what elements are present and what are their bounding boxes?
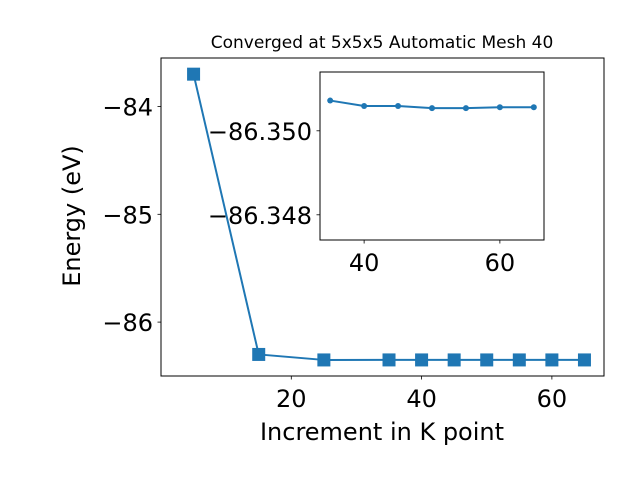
main-data-point	[577, 353, 591, 367]
inset-data-point	[395, 103, 402, 110]
inset-y-tick-label: −86.350	[208, 118, 312, 146]
main-series-line	[192, 73, 585, 361]
inset-data-point	[429, 105, 435, 112]
main-data-point	[447, 353, 461, 367]
main-data-point	[480, 353, 494, 367]
main-y-tick-label: −85	[102, 201, 153, 229]
inset-x-tick-label: 60	[485, 249, 516, 277]
y-axis-label: Energy (eV)	[58, 145, 86, 287]
main-data-point	[512, 353, 526, 367]
main-data-point	[382, 353, 396, 367]
main-x-tick-label: 60	[537, 385, 568, 413]
main-y-tick-label: −84	[102, 94, 153, 122]
main-x-tick-label: 40	[406, 385, 437, 413]
inset-data-point	[496, 104, 503, 111]
inset-y-tick-label: −86.348	[208, 202, 312, 230]
inset-data-point	[327, 97, 334, 104]
inset-data-point	[361, 103, 368, 110]
inset-plot: 40 60 −86.350 −86.348	[208, 71, 545, 277]
main-data-point	[317, 353, 331, 367]
inset-data-point	[530, 104, 537, 111]
main-data-point	[187, 67, 201, 81]
inset-axes-frame	[319, 71, 545, 241]
main-y-tick-label: −86	[102, 309, 153, 337]
main-data-point	[545, 353, 559, 367]
main-data-point	[252, 347, 266, 361]
main-data-point	[415, 353, 429, 367]
main-x-tick-label: 20	[276, 385, 307, 413]
x-axis-label: Increment in K point	[260, 418, 504, 446]
chart-title: Converged at 5x5x5 Automatic Mesh 40	[211, 33, 554, 53]
inset-x-tick-label: 40	[349, 249, 380, 277]
inset-data-point	[462, 105, 469, 112]
